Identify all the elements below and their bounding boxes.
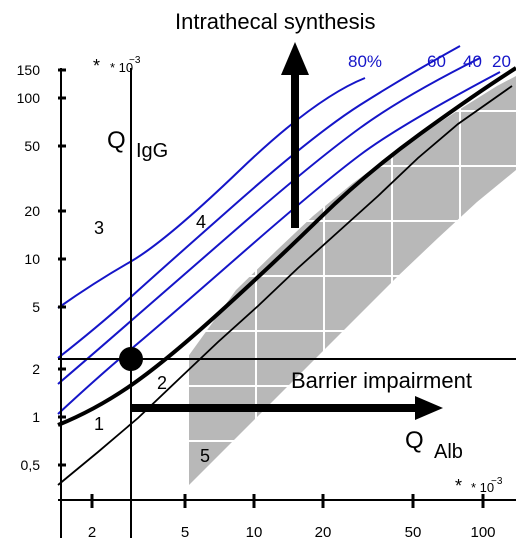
svg-text:5: 5 — [181, 524, 189, 538]
y-tick-marks — [58, 68, 66, 467]
x-tick-marks — [90, 494, 485, 508]
svg-text:0,5: 0,5 — [21, 457, 41, 473]
region-1: 1 — [94, 414, 104, 434]
svg-text:2: 2 — [32, 361, 40, 377]
isoline-80 — [57, 77, 366, 309]
x-axis-label-main: Q — [405, 427, 424, 454]
isoline-label-80: 80% — [348, 52, 382, 71]
region-4: 4 — [196, 212, 206, 232]
y-axis-label-sub: IgG — [136, 140, 168, 162]
y-scale-exponent: −3 — [129, 55, 141, 66]
svg-text:1: 1 — [32, 409, 40, 425]
hatched-region — [187, 76, 516, 487]
isoline-60 — [57, 45, 461, 359]
svg-text:100: 100 — [470, 524, 495, 538]
x-scale-exponent: −3 — [491, 476, 503, 487]
svg-text:100: 100 — [17, 90, 41, 106]
barrier-arrow-head — [415, 396, 443, 420]
region-numbers: 1 2 3 4 5 — [94, 212, 210, 466]
isoline-label-40: 40 — [463, 52, 482, 71]
region-5: 5 — [200, 446, 210, 466]
title: Intrathecal synthesis — [175, 9, 376, 34]
upper-boundary-line — [57, 66, 516, 427]
region-3: 3 — [94, 218, 104, 238]
y-scale-base: * 10 — [110, 60, 133, 75]
svg-text:2: 2 — [88, 524, 96, 538]
y-scale-star: * — [93, 56, 100, 76]
svg-text:20: 20 — [315, 524, 332, 538]
svg-text:10: 10 — [24, 251, 40, 267]
reference-point — [119, 347, 143, 371]
svg-text:150: 150 — [17, 62, 41, 78]
svg-text:50: 50 — [405, 524, 422, 538]
svg-text:20: 20 — [24, 203, 40, 219]
barrier-label: Barrier impairment — [291, 368, 472, 393]
isoline-label-20: 20 — [492, 52, 511, 71]
svg-text:10: 10 — [246, 524, 263, 538]
y-tick-labels: 150 100 50 20 10 5 2 1 0,5 — [17, 62, 41, 473]
x-tick-labels: 2 5 10 20 50 100 — [88, 524, 496, 538]
region-2: 2 — [157, 373, 167, 393]
x-scale-star: * — [455, 476, 462, 496]
isoline-label-60: 60 — [427, 52, 446, 71]
svg-text:50: 50 — [24, 138, 40, 154]
y-axis-label-main: Q — [107, 127, 126, 154]
x-scale-base: * 10 — [471, 480, 494, 495]
x-axis-label-sub: Alb — [434, 441, 463, 463]
intrathecal-arrow-head — [281, 42, 309, 75]
isoline-40 — [57, 57, 481, 385]
svg-text:5: 5 — [32, 299, 40, 315]
isoline-labels: 80% 60 40 20 — [348, 52, 511, 71]
